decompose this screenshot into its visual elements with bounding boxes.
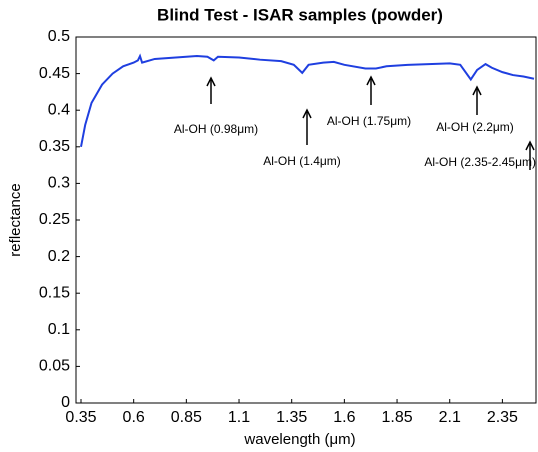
plot-frame xyxy=(75,36,537,404)
arrow-head xyxy=(302,108,312,119)
annotation: Al-OH (2.35-2.45μm) xyxy=(424,155,536,169)
y-tick-label: 0.35 xyxy=(39,138,70,155)
annotation: Al-OH (1.75μm) xyxy=(327,114,411,128)
x-axis-label: wavelength (μm) xyxy=(243,431,355,448)
y-tick-label: 0.15 xyxy=(39,284,70,301)
y-tick-label: 0.05 xyxy=(39,358,70,375)
chart-title: Blind Test - ISAR samples (powder) xyxy=(157,5,443,24)
x-tick-label: 1.1 xyxy=(228,409,250,426)
x-tick-label: 1.85 xyxy=(381,409,412,426)
annotation: Al-OH (0.98μm) xyxy=(174,122,258,136)
annotation: Al-OH (1.4μm) xyxy=(263,154,341,168)
arrow-head xyxy=(525,140,535,151)
arrow-head xyxy=(366,75,376,86)
arrow-head xyxy=(206,76,216,87)
x-tick-label: 0.6 xyxy=(123,409,145,426)
y-tick-label: 0.2 xyxy=(48,248,70,265)
y-tick-label: 0.3 xyxy=(48,175,70,192)
x-tick-label: 1.35 xyxy=(276,409,307,426)
y-tick-label: 0.4 xyxy=(48,101,70,118)
x-tick-label: 2.35 xyxy=(487,409,518,426)
x-tick-label: 0.35 xyxy=(65,409,96,426)
spectrum-line xyxy=(80,53,535,147)
y-axis-label: reflectance xyxy=(7,183,24,256)
y-tick-label: 0.5 xyxy=(48,28,70,45)
y-tick-label: 0.45 xyxy=(39,65,70,82)
y-tick-label: 0 xyxy=(61,394,70,411)
y-tick-label: 0.25 xyxy=(39,211,70,228)
x-tick-label: 1.6 xyxy=(333,409,355,426)
arrow-head xyxy=(472,85,482,96)
x-tick-label: 2.1 xyxy=(439,409,461,426)
x-tick-label: 0.85 xyxy=(171,409,202,426)
y-tick-label: 0.1 xyxy=(48,321,70,338)
annotation: Al-OH (2.2μm) xyxy=(436,120,514,134)
